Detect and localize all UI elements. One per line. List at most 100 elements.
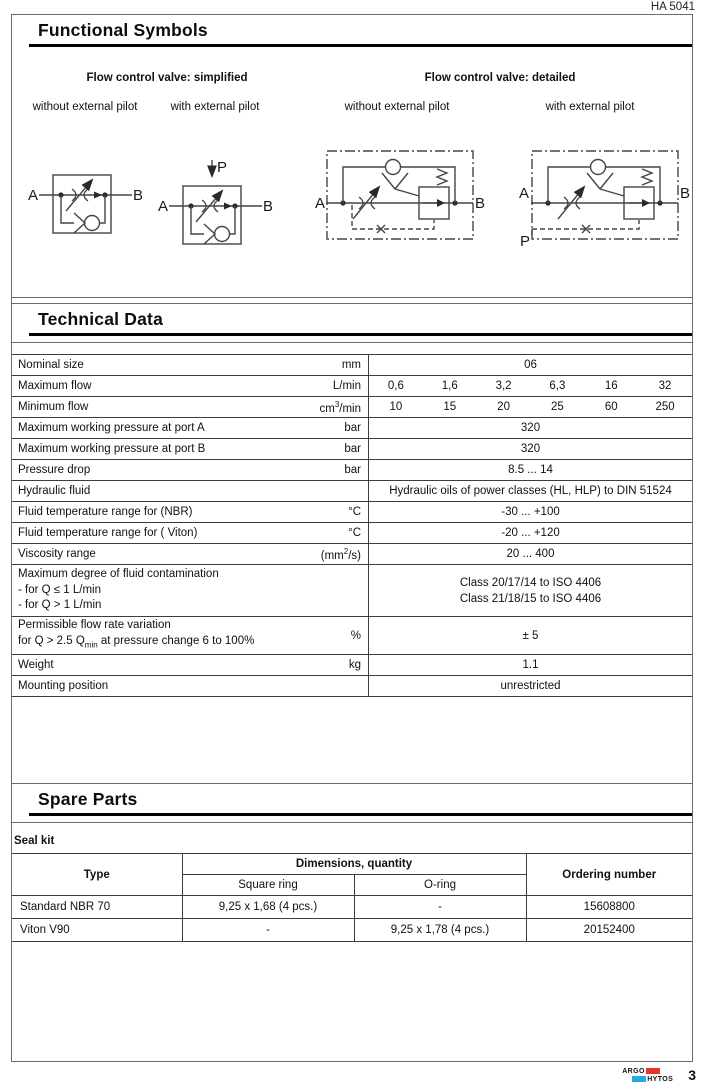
variant-label-detailed-with: with external pilot (545, 101, 635, 113)
row-label: Minimum flow (18, 401, 89, 413)
document-code: HA 5041 (650, 1, 695, 13)
cell-type: Viton V90 (12, 918, 183, 942)
row-unit: bar (344, 464, 361, 476)
value-cell: 6,3 (549, 380, 566, 392)
row-value: Hydraulic oils of power classes (HL, HLP… (389, 485, 672, 497)
spacer (12, 697, 692, 783)
technical-data-table: Nominal size mm 06 Maximum flow L/min 0,6 … (12, 354, 692, 697)
row-value: Class 20/17/14 to ISO 4406 Class 21/18/1… (459, 576, 602, 605)
table-row: Viton V90 - 9,25 x 1,78 (4 pcs.) 2015240… (12, 918, 692, 942)
value-cell: 60 (604, 401, 618, 413)
port-label-b: B (475, 195, 485, 212)
port-label-a: A (28, 187, 38, 204)
value-cell: 25 (551, 401, 564, 413)
valve-symbol-simplified-with-pilot: P A B (158, 159, 273, 245)
port-label-a: A (519, 185, 529, 202)
row-label: Maximum working pressure at port A (18, 422, 205, 434)
logo-red-block (645, 1068, 660, 1074)
row-unit: (mm2/s) (320, 546, 361, 562)
table-row: Weight kg 1.1 (12, 655, 692, 676)
argo-hytos-logo: ARGO HYTOS (622, 1068, 673, 1083)
cell-ordering-number: 20152400 (525, 918, 692, 942)
group-title-detailed: Flow control valve: detailed (424, 72, 576, 84)
row-value: unrestricted (500, 680, 561, 692)
table-row: Mounting position unrestricted (12, 676, 692, 697)
section-title-functional-symbols: Functional Symbols (29, 19, 692, 47)
section-title-technical-data: Technical Data (29, 308, 692, 336)
logo-text-argo: ARGO (622, 1067, 645, 1075)
page-frame: Functional Symbols Flow control valve: s… (11, 14, 693, 1062)
row-label: Mounting position (18, 680, 109, 692)
cell-square-ring: 9,25 x 1,68 (4 pcs.) (181, 895, 355, 919)
logo-text-hytos: HYTOS (647, 1075, 674, 1083)
variant-label-detailed-without: without external pilot (344, 101, 450, 113)
row-value: 20 ... 400 (506, 548, 555, 560)
section-title-spare-parts: Spare Parts (29, 788, 692, 816)
cell-type: Standard NBR 70 (12, 895, 183, 919)
spare-parts-table: Type Dimensions, quantity Ordering numbe… (12, 853, 692, 942)
value-cell: 15 (443, 401, 457, 413)
port-label-a: A (315, 195, 325, 212)
row-unit: °C (348, 527, 361, 539)
row-unit: °C (348, 506, 361, 518)
row-unit: cm3/min (319, 399, 361, 415)
value-cell: 20 (497, 401, 510, 413)
cell-o-ring: 9,25 x 1,78 (4 pcs.) (353, 918, 527, 942)
variant-label-simplified-with: with external pilot (170, 101, 260, 113)
value-cell: 0,6 (387, 380, 404, 392)
col-header-type: Type (12, 853, 183, 896)
row-values: 10 15 20 25 60 250 (369, 397, 692, 417)
port-label-b: B (680, 185, 690, 202)
row-unit: bar (344, 443, 361, 455)
row-label: Maximum working pressure at port B (18, 443, 206, 455)
spare-parts-heading-band: Spare Parts (12, 783, 692, 823)
row-unit: mm (341, 359, 361, 371)
row-value: 320 (520, 422, 541, 434)
row-unit: L/min (332, 380, 361, 392)
row-label: Hydraulic fluid (18, 485, 91, 497)
port-label-p: P (217, 159, 227, 176)
section-functional-symbols: Functional Symbols Flow control valve: s… (12, 15, 692, 298)
group-title-simplified: Flow control valve: simplified (86, 72, 248, 84)
value-cell: 1,6 (441, 380, 458, 392)
value-cell: 32 (658, 380, 672, 392)
port-label-b: B (263, 198, 273, 215)
value-cell: 3,2 (495, 380, 512, 392)
col-header-ordering: Ordering number (525, 853, 692, 896)
row-label: Weight (18, 659, 54, 671)
table-row: Hydraulic fluid Hydraulic oils of power … (12, 481, 692, 502)
table-row: Fluid temperature range for ( Viton) °C -… (12, 523, 692, 544)
table-row: Standard NBR 70 9,25 x 1,68 (4 pcs.) - 1… (12, 895, 692, 919)
table-row: Maximum degree of fluid contamination - … (12, 565, 692, 617)
value-cell: 16 (604, 380, 618, 392)
row-values: 0,6 1,6 3,2 6,3 16 32 (369, 376, 692, 396)
variant-label-simplified-without: without external pilot (32, 101, 138, 113)
table-row: Maximum working pressure at port A bar 32… (12, 418, 692, 439)
table-row: Minimum flow cm3/min 10 15 20 25 60 250 (12, 397, 692, 418)
table-row: Maximum flow L/min 0,6 1,6 3,2 6,3 16 32 (12, 376, 692, 397)
col-header-dimensions: Dimensions, quantity (181, 853, 527, 875)
row-label: Pressure drop (18, 464, 91, 476)
row-label: Fluid temperature range for (NBR) (18, 506, 193, 518)
row-value: ± 5 (522, 629, 539, 642)
row-value: -20 ... +120 (501, 527, 560, 539)
table-row: Nominal size mm 06 (12, 355, 692, 376)
row-label: Maximum flow (18, 380, 92, 392)
table-row: Maximum working pressure at port B bar 32… (12, 439, 692, 460)
row-label: Maximum degree of fluid contamination - … (18, 568, 219, 612)
table-row: Pressure drop bar 8.5 ... 14 (12, 460, 692, 481)
row-label: Permissible flow rate variation for Q > … (18, 619, 255, 650)
row-value: 8.5 ... 14 (508, 464, 553, 476)
row-label: Nominal size (18, 359, 84, 371)
row-value: 1.1 (522, 659, 539, 671)
cell-o-ring: - (353, 895, 527, 919)
row-value: 320 (520, 443, 541, 455)
value-cell: 10 (389, 401, 403, 413)
row-label: Viscosity range (18, 548, 96, 560)
valve-symbol-detailed-without-pilot: A B (315, 150, 485, 240)
port-label-b: B (133, 187, 143, 204)
table-row: Fluid temperature range for (NBR) °C -30 … (12, 502, 692, 523)
col-header-square-ring: Square ring (182, 874, 355, 896)
logo-row-bottom: HYTOS (632, 1076, 673, 1083)
seal-kit-label: Seal kit (14, 835, 55, 847)
